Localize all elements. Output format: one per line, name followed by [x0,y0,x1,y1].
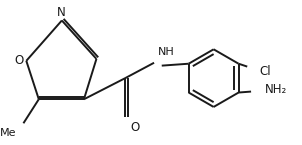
Text: Cl: Cl [260,65,271,78]
Text: N: N [56,6,65,19]
Text: O: O [14,54,24,67]
Text: O: O [130,121,139,134]
Text: NH₂: NH₂ [265,83,287,96]
Text: NH: NH [158,47,175,57]
Text: Me: Me [0,128,17,138]
